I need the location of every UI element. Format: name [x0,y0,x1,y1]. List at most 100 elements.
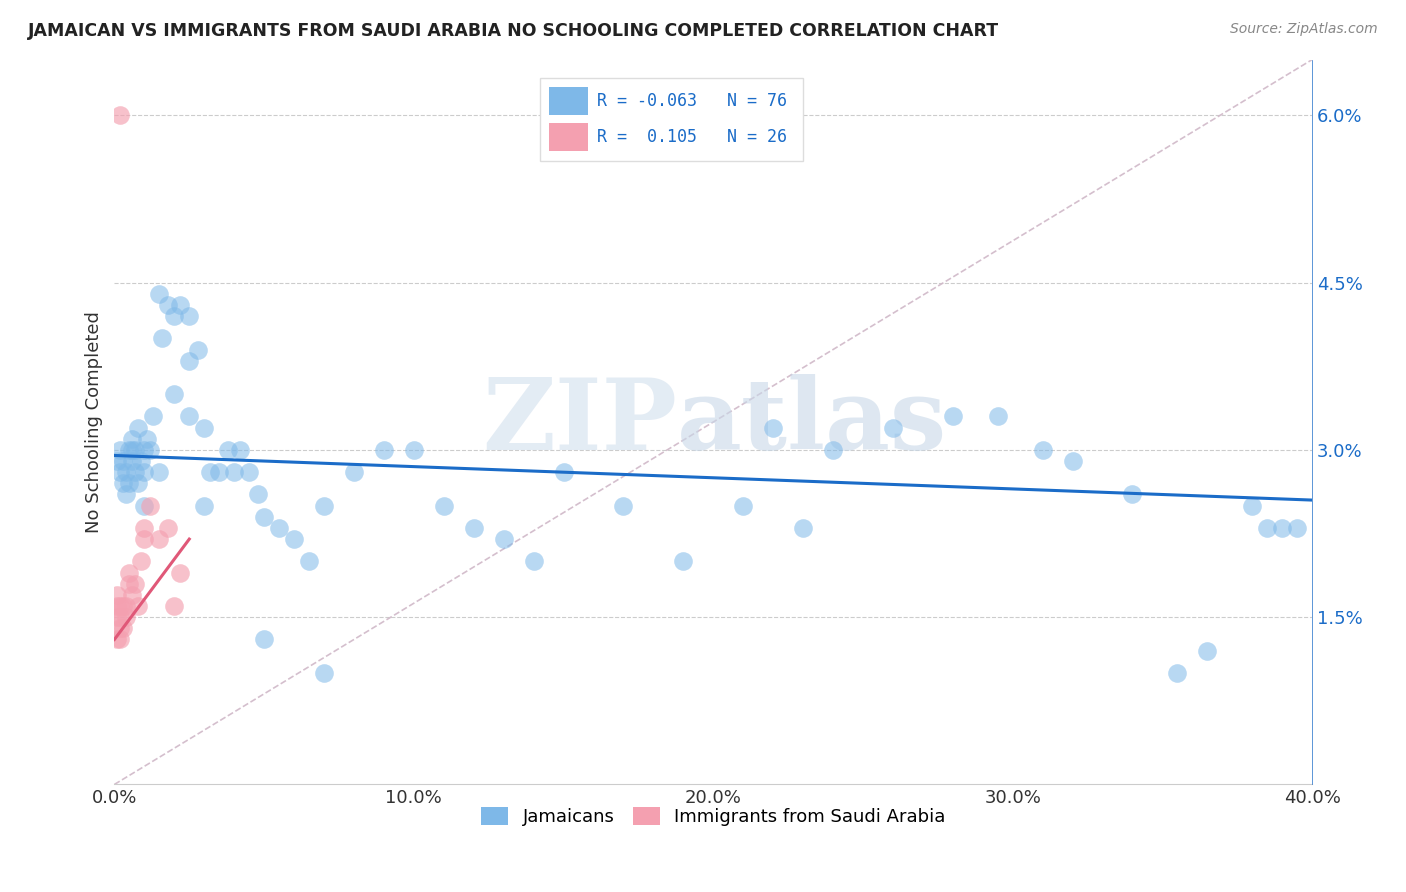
Point [124,576,146,591]
Point [942,409,965,424]
Point [124,442,146,457]
Point [142,409,165,424]
Point [463,521,485,535]
Point [1121,487,1143,501]
Point [253,509,276,524]
Point [1256,521,1278,535]
Point [672,554,695,568]
Point [118,476,141,491]
Point [112,621,135,635]
Point [200,465,222,479]
Point [373,442,395,457]
Point [115,465,138,479]
Point [112,454,135,468]
Point [229,442,252,457]
Point [553,465,575,479]
Point [987,409,1010,424]
Text: R = -0.063   N = 76: R = -0.063 N = 76 [598,92,787,110]
Point [882,420,904,434]
Legend: Jamaicans, Immigrants from Saudi Arabia: Jamaicans, Immigrants from Saudi Arabia [481,806,945,826]
Point [1241,499,1264,513]
Point [110,610,132,624]
Point [733,499,755,513]
Point [157,298,180,312]
Point [433,499,456,513]
Point [118,442,141,457]
Point [163,387,186,401]
Point [134,465,156,479]
Point [107,454,129,468]
Point [121,442,143,457]
Point [107,610,129,624]
Point [134,499,156,513]
Point [208,465,231,479]
Text: Source: ZipAtlas.com: Source: ZipAtlas.com [1230,22,1378,37]
Point [150,331,173,345]
Point [115,599,138,613]
Point [1286,521,1309,535]
Text: ZIP: ZIP [482,374,678,470]
Point [124,465,146,479]
Point [169,298,191,312]
Point [253,632,276,647]
Point [107,599,129,613]
Point [312,665,335,680]
Point [107,588,129,602]
Point [298,554,321,568]
Point [343,465,366,479]
Text: R =  0.105   N = 26: R = 0.105 N = 26 [598,128,787,146]
Point [148,286,170,301]
FancyBboxPatch shape [540,78,803,161]
Point [139,499,162,513]
Point [179,409,201,424]
Point [402,442,425,457]
Point [110,442,132,457]
Y-axis label: No Schooling Completed: No Schooling Completed [86,311,103,533]
Point [163,599,186,613]
Point [238,465,260,479]
Point [1197,643,1219,657]
Point [179,353,201,368]
Point [110,599,132,613]
Point [121,454,143,468]
Point [115,610,138,624]
Point [110,621,132,635]
Point [131,554,153,568]
Point [163,309,186,323]
Point [148,465,170,479]
Point [492,532,515,546]
Point [112,476,135,491]
Point [118,576,141,591]
Point [523,554,546,568]
Point [136,432,159,446]
Point [312,499,335,513]
Point [224,465,246,479]
Point [157,521,180,535]
Point [121,432,143,446]
Point [139,442,162,457]
Point [1166,665,1188,680]
Point [127,599,149,613]
Point [217,442,239,457]
Point [107,632,129,647]
Point [193,420,215,434]
FancyBboxPatch shape [550,123,588,151]
Point [131,454,153,468]
Point [134,442,156,457]
Point [179,309,201,323]
Point [134,532,156,546]
Point [127,420,149,434]
Point [169,566,191,580]
Point [193,499,215,513]
Point [283,532,305,546]
Text: JAMAICAN VS IMMIGRANTS FROM SAUDI ARABIA NO SCHOOLING COMPLETED CORRELATION CHAR: JAMAICAN VS IMMIGRANTS FROM SAUDI ARABIA… [28,22,1000,40]
Point [187,343,209,357]
Point [121,588,143,602]
Point [110,465,132,479]
FancyBboxPatch shape [550,87,588,115]
Point [115,487,138,501]
Point [247,487,270,501]
Point [612,499,634,513]
Point [821,442,844,457]
Point [110,632,132,647]
